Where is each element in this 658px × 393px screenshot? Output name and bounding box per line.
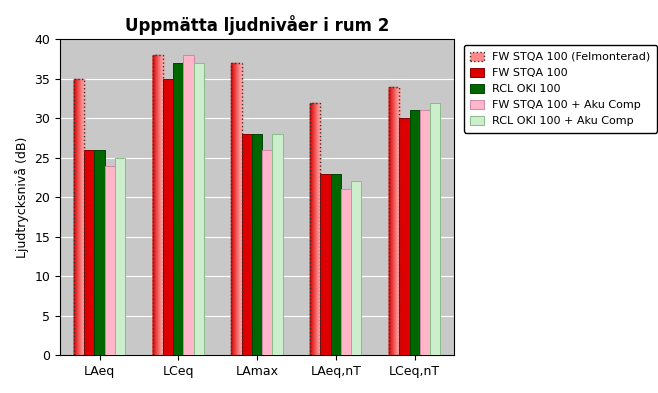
Bar xyxy=(74,79,84,355)
Bar xyxy=(94,150,105,355)
Bar xyxy=(193,63,204,355)
Legend: FW STQA 100 (Felmonterad), FW STQA 100, RCL OKI 100, FW STQA 100 + Aku Comp, RCL: FW STQA 100 (Felmonterad), FW STQA 100, … xyxy=(463,45,657,133)
Bar xyxy=(184,55,193,355)
Bar xyxy=(420,110,430,355)
Bar xyxy=(430,103,440,355)
Bar xyxy=(262,150,272,355)
Title: Uppmätta ljudnivåer i rum 2: Uppmätta ljudnivåer i rum 2 xyxy=(125,15,390,35)
Bar xyxy=(389,87,399,355)
Bar xyxy=(84,150,94,355)
Bar xyxy=(241,134,252,355)
Bar xyxy=(341,189,351,355)
Bar xyxy=(153,55,163,355)
Bar xyxy=(105,166,115,355)
Bar xyxy=(409,110,420,355)
Bar xyxy=(232,63,241,355)
Bar xyxy=(272,134,283,355)
Bar xyxy=(399,118,409,355)
Bar xyxy=(115,158,125,355)
Bar xyxy=(252,134,262,355)
Y-axis label: Ljudtrycksnivå (dB): Ljudtrycksnivå (dB) xyxy=(15,137,29,258)
Bar xyxy=(320,174,331,355)
Bar xyxy=(163,79,173,355)
Bar xyxy=(173,63,184,355)
Bar xyxy=(331,174,341,355)
Bar xyxy=(311,103,320,355)
Bar xyxy=(351,182,361,355)
